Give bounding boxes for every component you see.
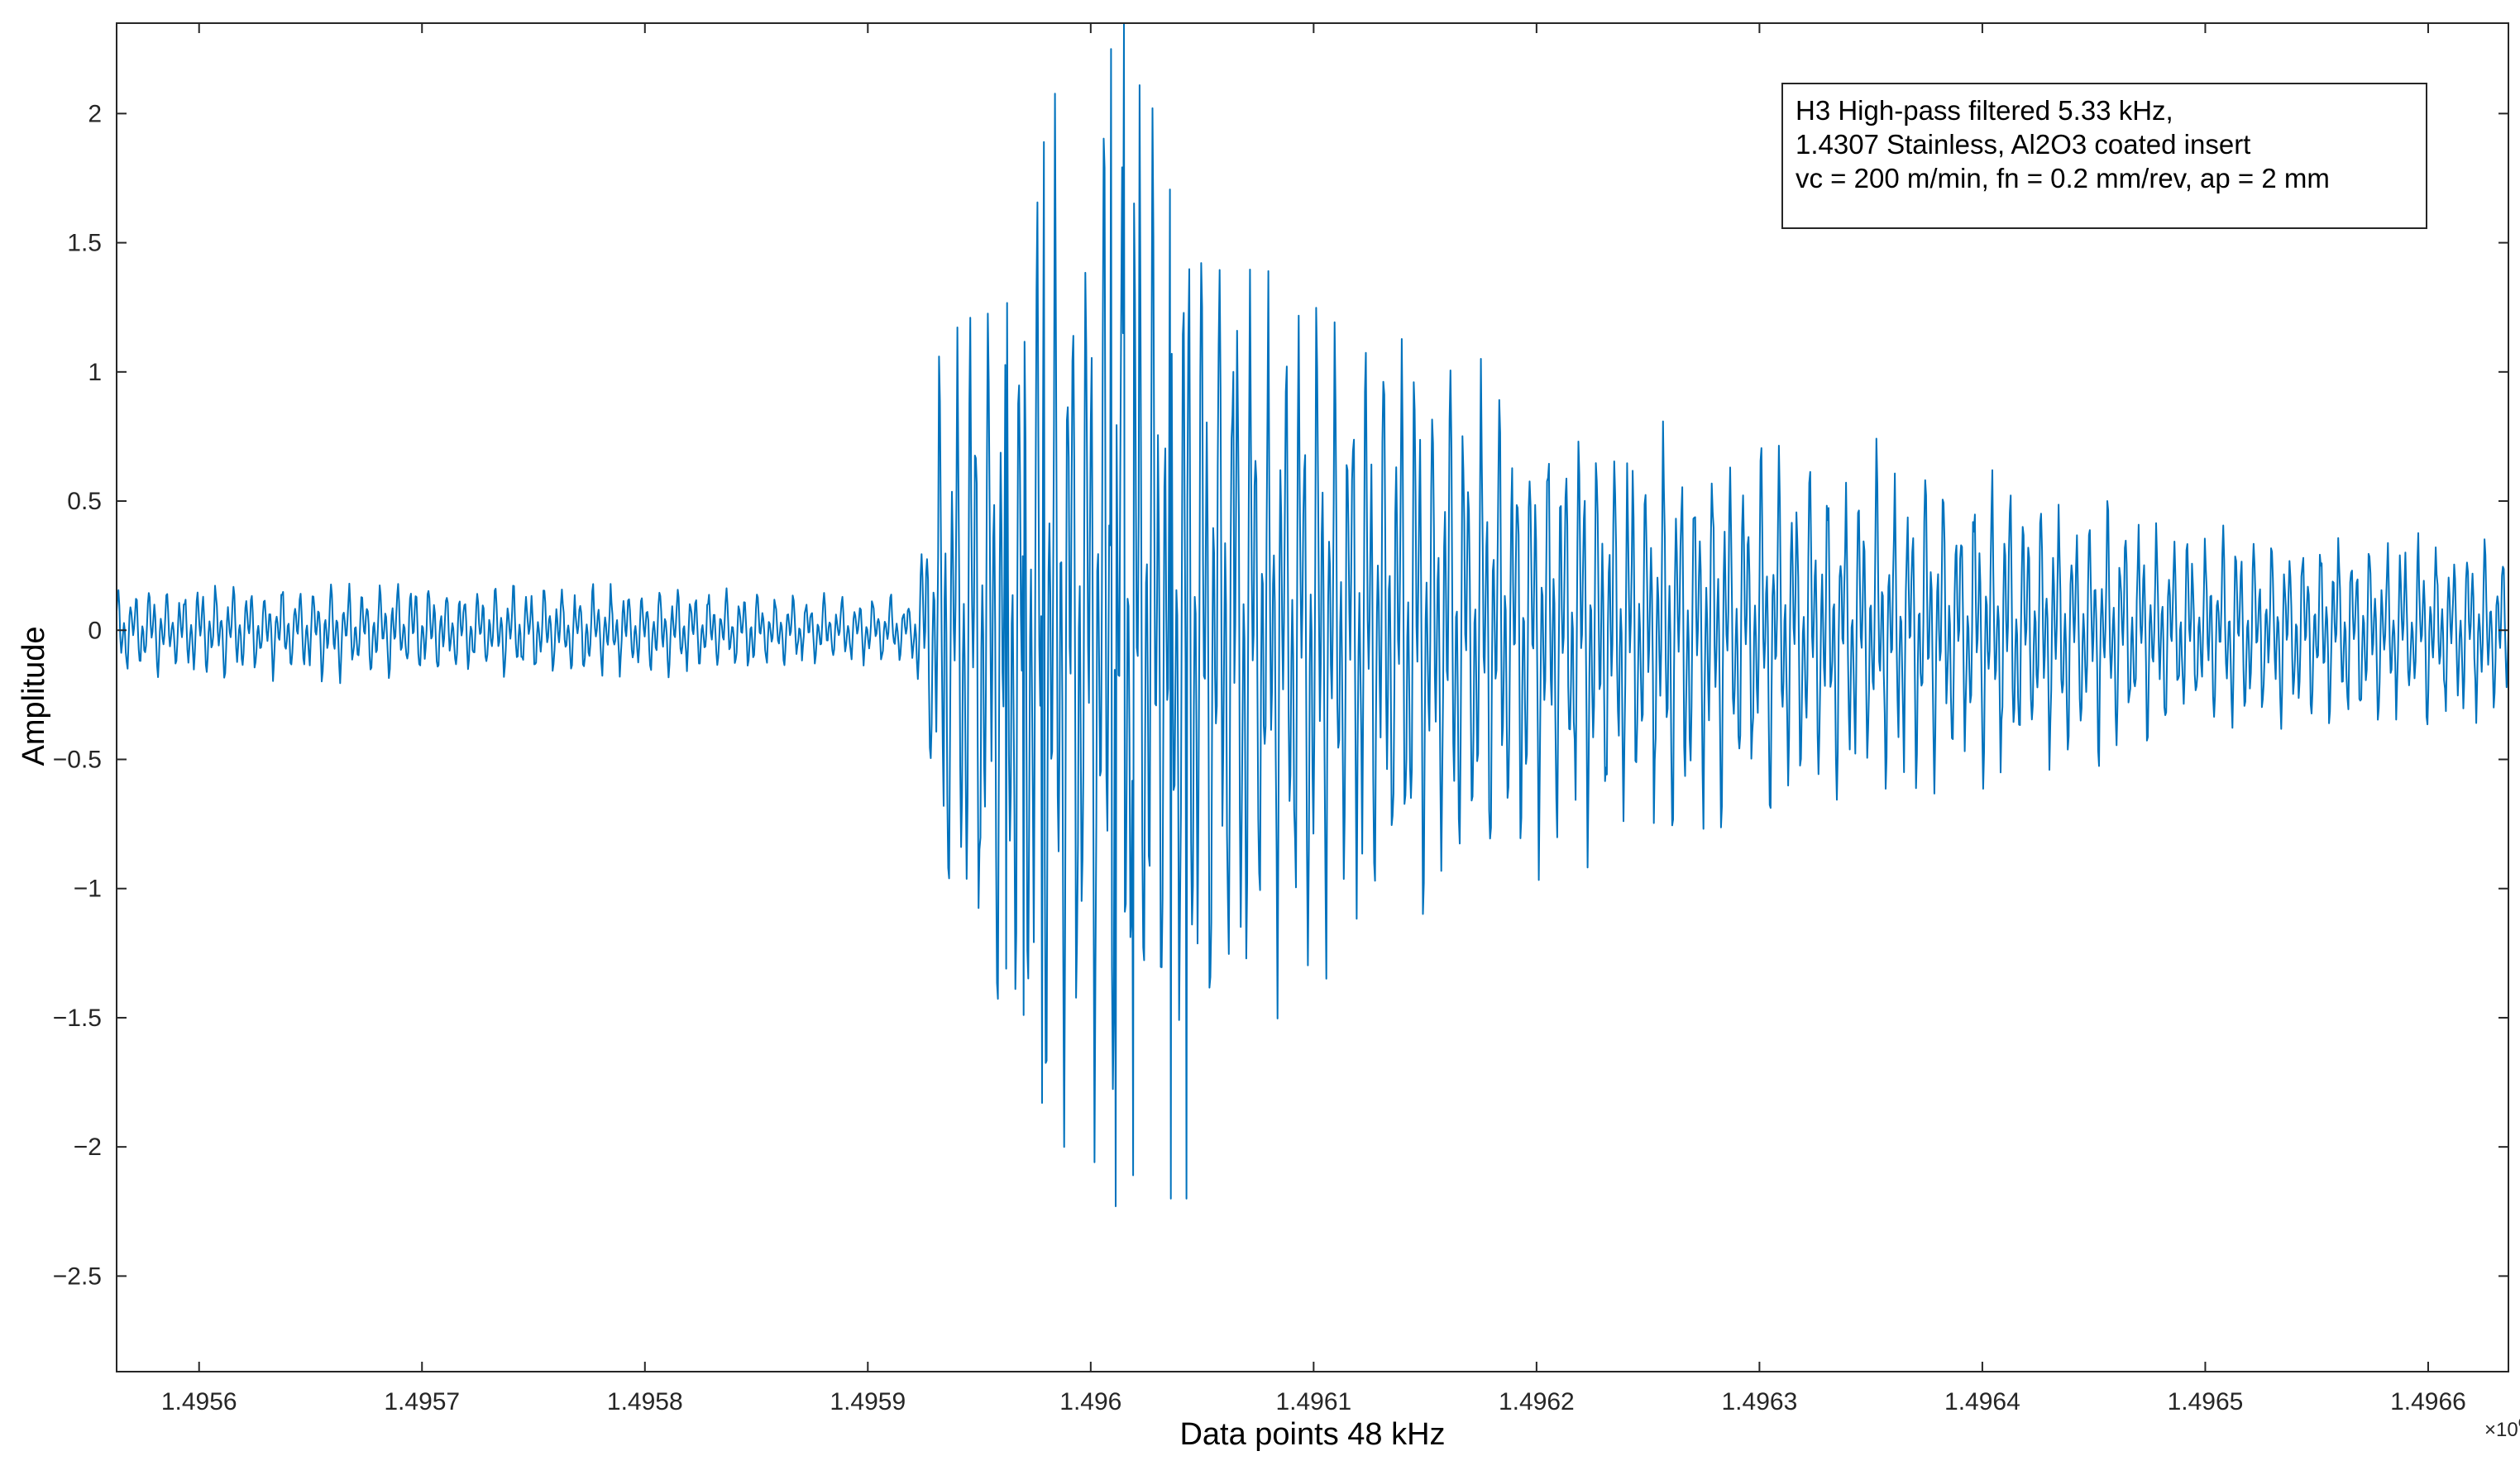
y-tick-label: −1 (74, 876, 102, 903)
signal-series-line (116, 22, 2509, 1207)
y-tick-label: −2.5 (53, 1263, 102, 1290)
x-tick-label: 1.4963 (1722, 1388, 1798, 1415)
x-axis: 1.4956 1.4957 1.4958 1.4959 1.496 1.4961 1.496… (161, 23, 2466, 1415)
annotation-box: H3 High-pass filtered 5.33 kHz, 1.4307 S… (1781, 83, 2427, 229)
x-tick-label: 1.4962 (1499, 1388, 1575, 1415)
y-tick-label: −0.5 (53, 746, 102, 773)
y-tick-label: 0.5 (67, 488, 102, 515)
y-axis-title: Amplitude (17, 627, 51, 766)
annotation-line-3: vc = 200 m/min, fn = 0.2 mm/rev, ap = 2 … (1796, 163, 2330, 193)
x-tick-label: 1.4965 (2168, 1388, 2244, 1415)
annotation-line-1: H3 High-pass filtered 5.33 kHz, (1796, 95, 2173, 126)
x-tick-label: 1.4958 (607, 1388, 683, 1415)
x-tick-label: 1.4959 (830, 1388, 906, 1415)
x-tick-label: 1.4964 (1944, 1388, 2020, 1415)
y-tick-label: −1.5 (53, 1005, 102, 1032)
y-tick-label: 1 (88, 359, 102, 386)
annotation-line-2: 1.4307 Stainless, Al2O3 coated insert (1796, 129, 2250, 160)
plot-area-frame (116, 22, 2509, 1372)
x-tick-label: 1.4961 (1275, 1388, 1351, 1415)
y-tick-label: 2 (88, 100, 102, 127)
y-tick-label: 0 (88, 617, 102, 644)
signal-layer (116, 22, 2509, 1207)
x-axis-exponent: ×106 (2484, 1416, 2520, 1441)
y-axis: 2 1.5 1 0.5 0 −0.5 −1 −1.5 −2 −2.5 (53, 100, 2508, 1290)
y-tick-label: −2 (74, 1134, 102, 1161)
y-tick-label: 1.5 (67, 230, 102, 257)
x-axis-title: Data points 48 kHz (1179, 1417, 1445, 1452)
x-tick-label: 1.496 (1059, 1388, 1121, 1415)
x-tick-label: 1.4957 (384, 1388, 460, 1415)
annotation-frame (1781, 83, 2427, 229)
x-tick-label: 1.4966 (2390, 1388, 2466, 1415)
x-tick-label: 1.4956 (161, 1388, 237, 1415)
